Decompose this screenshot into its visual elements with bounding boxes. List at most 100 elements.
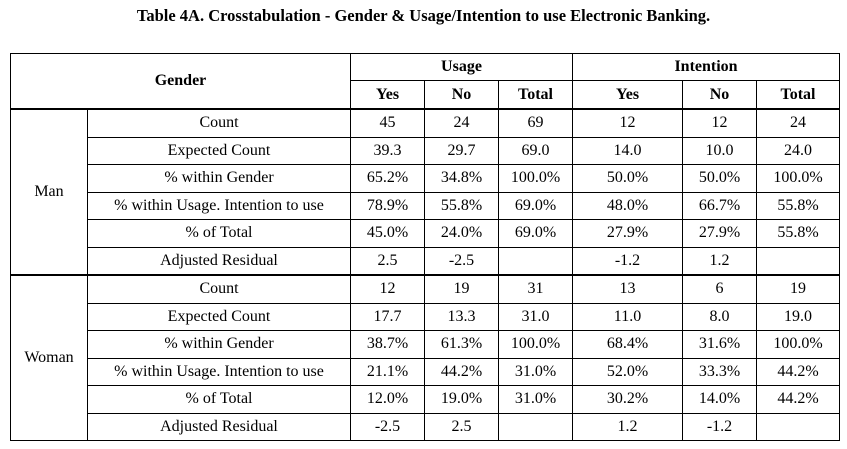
table-cell: 55.8% [756, 219, 840, 248]
table-cell: 19 [424, 274, 499, 304]
header-usage: Usage [350, 53, 573, 81]
table-cell: 12 [350, 274, 425, 304]
table-cell: 8.0 [682, 302, 757, 331]
table-cell: 31.6% [682, 330, 757, 359]
row-label: Adjusted Residual [87, 412, 351, 441]
table-cell: 14.0 [572, 136, 683, 165]
table-cell: 55.8% [424, 191, 499, 220]
table-cell: 61.3% [424, 330, 499, 359]
row-label: % within Usage. Intention to use [87, 357, 351, 386]
table-row: % within Usage. Intention to use 21.1% 44.… [11, 357, 840, 386]
table-cell [756, 412, 840, 441]
table-cell: 45.0% [350, 219, 425, 248]
table-cell: 6 [682, 274, 757, 304]
table-cell: 19 [756, 274, 840, 304]
row-label: % of Total [87, 219, 351, 248]
row-label: Adjusted Residual [87, 246, 351, 276]
row-label: Count [87, 274, 351, 304]
table-cell: 100.0% [498, 164, 573, 193]
table-cell: 11.0 [572, 302, 683, 331]
header-intention-no: No [682, 80, 757, 110]
table-cell: 100.0% [756, 164, 840, 193]
table-cell: 66.7% [682, 191, 757, 220]
table-cell: 69.0% [498, 191, 573, 220]
table-row: Adjusted Residual -2.5 2.5 1.2 -1.2 [11, 412, 840, 441]
table-cell: 14.0% [682, 385, 757, 414]
table-cell: 13 [572, 274, 683, 304]
table-cell: 69 [498, 108, 573, 138]
table-cell: 12 [682, 108, 757, 138]
row-label: Expected Count [87, 136, 351, 165]
row-label: % within Gender [87, 164, 351, 193]
table-cell: 12.0% [350, 385, 425, 414]
table-cell: -2.5 [350, 412, 425, 441]
table-cell [498, 412, 573, 441]
table-cell: 78.9% [350, 191, 425, 220]
table-cell: 24.0% [424, 219, 499, 248]
table-cell: 13.3 [424, 302, 499, 331]
header-usage-no: No [424, 80, 499, 110]
table-cell: 19.0 [756, 302, 840, 331]
table-cell: 44.2% [756, 385, 840, 414]
header-usage-yes: Yes [350, 80, 425, 110]
header-usage-total: Total [498, 80, 573, 110]
table-cell: 31.0% [498, 385, 573, 414]
table-cell: 69.0% [498, 219, 573, 248]
table-row: % within Gender 65.2% 34.8% 100.0% 50.0% 50.0… [11, 164, 840, 193]
table-cell: 44.2% [424, 357, 499, 386]
header-intention-total: Total [756, 80, 840, 110]
table-cell: 45 [350, 108, 425, 138]
table-cell: 50.0% [682, 164, 757, 193]
table-cell: 65.2% [350, 164, 425, 193]
header-row-groups: Gender Usage Intention [10, 53, 840, 110]
header-intention: Intention [572, 53, 840, 81]
gender-group-label: Man [10, 108, 88, 276]
table-cell: 100.0% [498, 330, 573, 359]
table-cell: 44.2% [756, 357, 840, 386]
table-cell: -2.5 [424, 246, 499, 276]
table-cell [756, 246, 840, 276]
table-cell: 55.8% [756, 191, 840, 220]
table-row: Man Count 45 24 69 12 12 24 [10, 108, 840, 276]
table-cell: 48.0% [572, 191, 683, 220]
table-cell: 2.5 [424, 412, 499, 441]
table-row: Expected Count 17.7 13.3 31.0 11.0 8.0 19.0 [11, 302, 840, 331]
table-cell: -1.2 [682, 412, 757, 441]
row-label: % within Usage. Intention to use [87, 191, 351, 220]
table-row: % of Total 12.0% 19.0% 31.0% 30.2% 14.0% 44.2% [11, 385, 840, 414]
table-row: % within Gender 38.7% 61.3% 100.0% 68.4% 31.6… [11, 330, 840, 359]
table-cell: 27.9% [572, 219, 683, 248]
table-cell: 12 [572, 108, 683, 138]
table-cell: 21.1% [350, 357, 425, 386]
table-cell: 17.7 [350, 302, 425, 331]
table-cell: 2.5 [350, 246, 425, 276]
table-cell: 10.0 [682, 136, 757, 165]
crosstab-table: Gender Usage Intention Yes No Total Yes … [10, 53, 840, 441]
table-cell: 31.0% [498, 357, 573, 386]
table-row: % within Usage. Intention to use 78.9% 55.… [11, 191, 840, 220]
table-cell [498, 246, 573, 276]
row-label: % of Total [87, 385, 351, 414]
table-cell: 33.3% [682, 357, 757, 386]
table-cell: 27.9% [682, 219, 757, 248]
table-cell: 68.4% [572, 330, 683, 359]
table-cell: -1.2 [572, 246, 683, 276]
table-cell: 1.2 [682, 246, 757, 276]
row-label: % within Gender [87, 330, 351, 359]
table-row: Expected Count 39.3 29.7 69.0 14.0 10.0 24.0 [11, 136, 840, 165]
table-row: % of Total 45.0% 24.0% 69.0% 27.9% 27.9% 55.8% [11, 219, 840, 248]
table-cell: 52.0% [572, 357, 683, 386]
table-cell: 34.8% [424, 164, 499, 193]
table-cell: 31 [498, 274, 573, 304]
table-cell: 38.7% [350, 330, 425, 359]
table-row: Woman Count 12 19 31 13 6 19 [10, 274, 840, 441]
table-cell: 24 [424, 108, 499, 138]
table-cell: 1.2 [572, 412, 683, 441]
table-cell: 69.0 [498, 136, 573, 165]
header-gender: Gender [10, 53, 351, 110]
table-cell: 100.0% [756, 330, 840, 359]
gender-group-label: Woman [10, 274, 88, 441]
table-cell: 24 [756, 108, 840, 138]
row-label: Count [87, 108, 351, 138]
table-cell: 24.0 [756, 136, 840, 165]
